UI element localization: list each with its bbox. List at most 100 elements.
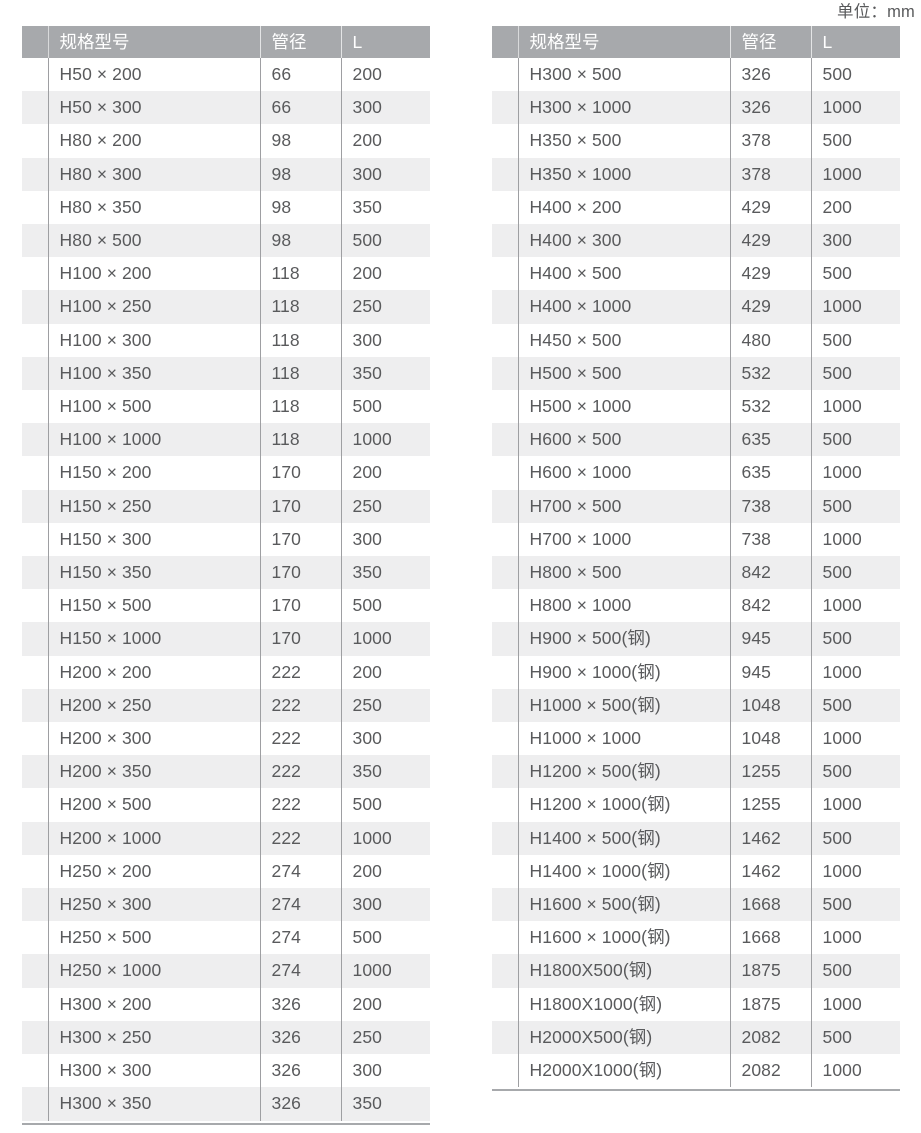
cell-length: 500 xyxy=(810,888,900,922)
cell-length: 500 xyxy=(810,423,900,457)
cell-diameter: 170 xyxy=(259,622,341,656)
cell-length: 500 xyxy=(810,356,900,391)
row-spacer-cell xyxy=(492,888,519,922)
cell-length: 500 xyxy=(340,390,430,424)
cell-model: H400 × 300 xyxy=(518,224,730,258)
table-row: H2000X500(钢) 2082 500 xyxy=(492,1020,900,1055)
cell-diameter: 170 xyxy=(259,456,341,490)
row-spacer-cell xyxy=(22,954,49,988)
cell-diameter: 118 xyxy=(259,323,341,357)
table-row: H80 × 350 98 350 xyxy=(22,190,430,225)
cell-diameter: 98 xyxy=(259,224,341,258)
table-row: H150 × 200 170 200 xyxy=(22,456,430,490)
table-row: H900 × 500(钢) 945 500 xyxy=(492,622,900,656)
cell-length: 1000 xyxy=(810,722,900,756)
cell-model: H100 × 300 xyxy=(59,329,152,350)
cell-length: 200 xyxy=(340,987,430,1021)
row-spacer-cell xyxy=(492,58,519,92)
cell-diameter: 1875 xyxy=(729,954,811,988)
cell-length: 500 xyxy=(810,821,900,855)
header-spacer-cell xyxy=(22,26,49,58)
row-spacer-cell xyxy=(492,224,519,258)
table-row: H1800X500(钢) 1875 500 xyxy=(492,954,900,988)
cell-diameter: 532 xyxy=(729,390,811,424)
cell-diameter: 532 xyxy=(729,356,811,391)
row-spacer-cell xyxy=(22,722,49,756)
cell-length: 300 xyxy=(340,157,430,191)
cell-length: 1000 xyxy=(810,655,900,689)
cell-diameter: 378 xyxy=(729,157,811,191)
unit-caption: 单位：mm xyxy=(837,3,915,21)
cell-model: H100 × 350 xyxy=(48,356,260,391)
cell-diameter: 98 xyxy=(259,157,341,191)
table-row: H300 × 200 326 200 xyxy=(22,987,430,1021)
column-header-length: L xyxy=(340,26,430,58)
cell-model: H150 × 250 xyxy=(48,489,260,523)
row-spacer-cell xyxy=(492,356,519,391)
cell-model: H80 × 350 xyxy=(59,196,142,217)
row-spacer-cell xyxy=(492,688,519,723)
cell-diameter: 1668 xyxy=(729,888,811,922)
cell-length: 1000 xyxy=(810,390,900,424)
cell-model: H100 × 250 xyxy=(48,290,260,324)
table-row: H200 × 200 222 200 xyxy=(22,655,430,689)
cell-length: 300 xyxy=(340,323,430,357)
cell-diameter: 945 xyxy=(729,622,811,656)
cell-diameter: 1668 xyxy=(729,921,811,955)
cell-model: H100 × 200 xyxy=(59,263,152,284)
cell-length: 1000 xyxy=(340,954,430,988)
cell-diameter: 326 xyxy=(259,987,341,1021)
cell-length: 350 xyxy=(340,755,430,789)
cell-length: 1000 xyxy=(810,91,900,125)
cell-model: H400 × 500 xyxy=(529,263,622,284)
row-spacer-cell xyxy=(492,921,519,955)
cell-diameter: 1255 xyxy=(729,788,811,822)
row-spacer-cell xyxy=(492,522,519,557)
table-row: H250 × 500 274 500 xyxy=(22,921,430,955)
row-spacer-cell xyxy=(22,755,49,789)
cell-model: H1600 × 1000(钢) xyxy=(529,927,671,948)
cell-length: 500 xyxy=(340,224,430,258)
cell-model: H200 × 250 xyxy=(48,688,260,723)
cell-model: H80 × 200 xyxy=(59,130,142,151)
left-table-body: H50 × 200 66 200 H50 × 300 66 300 H80 × 200 98 2… xyxy=(22,58,430,1121)
row-spacer-cell xyxy=(492,456,519,490)
cell-diameter: 326 xyxy=(259,1020,341,1055)
cell-diameter: 1462 xyxy=(729,854,811,889)
cell-model: H700 × 1000 xyxy=(529,528,632,549)
cell-model: H300 × 1000 xyxy=(518,91,730,125)
right-table-bottom-rule xyxy=(492,1089,900,1092)
table-row: H300 × 350 326 350 xyxy=(22,1087,430,1121)
cell-diameter: 118 xyxy=(259,257,341,291)
cell-length: 500 xyxy=(810,954,900,988)
table-row: H1800X1000(钢) 1875 1000 xyxy=(492,987,900,1021)
row-spacer-cell xyxy=(22,224,49,258)
table-row: H50 × 200 66 200 xyxy=(22,58,430,92)
cell-diameter: 1255 xyxy=(729,755,811,789)
cell-diameter: 1875 xyxy=(729,987,811,1021)
cell-length: 200 xyxy=(340,655,430,689)
table-row: H150 × 500 170 500 xyxy=(22,589,430,623)
row-spacer-cell xyxy=(492,589,519,623)
row-spacer-cell xyxy=(22,788,49,822)
cell-length: 1000 xyxy=(810,157,900,191)
row-spacer-cell xyxy=(22,489,49,523)
table-row: H200 × 500 222 500 xyxy=(22,788,430,822)
cell-diameter: 274 xyxy=(259,954,341,988)
cell-model: H450 × 500 xyxy=(529,329,622,350)
cell-length: 500 xyxy=(810,124,900,158)
cell-model: H250 × 300 xyxy=(48,888,260,922)
table-row: H150 × 250 170 250 xyxy=(22,489,430,523)
cell-diameter: 480 xyxy=(729,323,811,357)
cell-model: H150 × 200 xyxy=(59,462,152,483)
table-row: H2000X1000(钢) 2082 1000 xyxy=(492,1054,900,1088)
cell-model: H200 × 350 xyxy=(48,755,260,789)
cell-model: H300 × 350 xyxy=(48,1087,260,1121)
table-row: H350 × 1000 378 1000 xyxy=(492,157,900,191)
row-spacer-cell xyxy=(492,788,519,822)
table-row: H100 × 1000 118 1000 xyxy=(22,423,430,457)
row-spacer-cell xyxy=(22,522,49,557)
cell-diameter: 738 xyxy=(729,489,811,523)
cell-length: 250 xyxy=(340,688,430,723)
